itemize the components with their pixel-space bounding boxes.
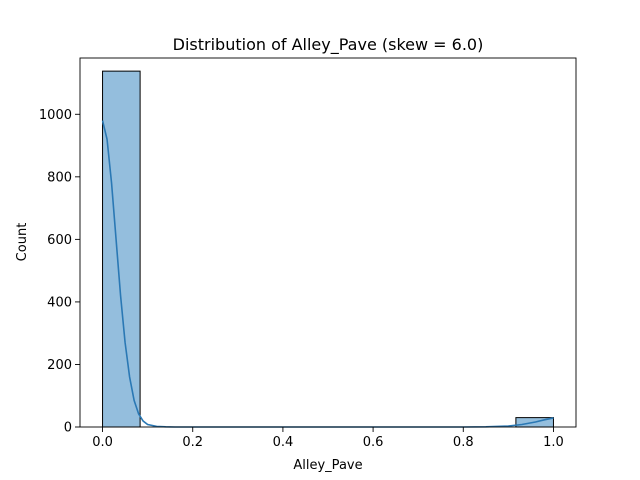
x-tick-label-3: 0.6 <box>363 435 384 450</box>
y-tick-label-3: 600 <box>47 233 72 248</box>
x-tick-label-4: 0.8 <box>453 435 474 450</box>
y-tick-label-1: 200 <box>47 358 72 373</box>
x-axis-ticks: 0.0 0.2 0.4 0.6 0.8 1.0 <box>92 427 564 450</box>
y-tick-label-2: 400 <box>47 295 72 310</box>
histogram-bar-0 <box>102 70 141 428</box>
y-tick-label-5: 1000 <box>39 108 72 123</box>
x-axis-title: Alley_Pave <box>293 458 362 473</box>
x-tick-label-5: 1.0 <box>543 435 564 450</box>
x-tick-label-1: 0.2 <box>182 435 203 450</box>
x-tick-label-0: 0.0 <box>92 435 113 450</box>
x-tick-label-2: 0.4 <box>273 435 294 450</box>
y-tick-label-4: 800 <box>47 170 72 185</box>
chart-title: Distribution of Alley_Pave (skew = 6.0) <box>173 35 484 55</box>
y-axis-title: Count <box>15 223 30 262</box>
plot-area-frame <box>79 57 577 428</box>
y-tick-label-0: 0 <box>64 421 72 436</box>
y-axis-ticks: 0 200 400 600 800 1000 <box>39 108 80 436</box>
